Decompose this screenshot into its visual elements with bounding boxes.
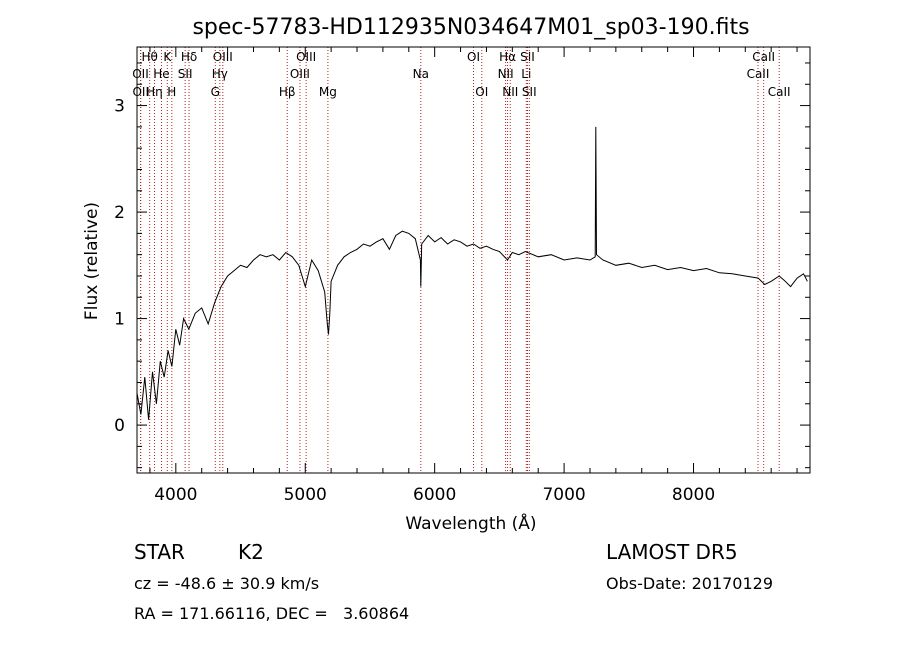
x-tick-label-5000: 5000 bbox=[284, 485, 327, 505]
line-marker-label-15: Mg bbox=[319, 85, 337, 99]
object-class: STAR bbox=[134, 540, 185, 564]
y-tick-label-1: 1 bbox=[114, 310, 125, 330]
line-marker-label-25: CaII bbox=[752, 50, 775, 64]
line-marker-label-10: Hγ bbox=[212, 67, 228, 81]
line-marker-label-17: OI bbox=[467, 50, 480, 64]
spectrum-line bbox=[136, 126, 808, 420]
x-axis-label: Wavelength (Å) bbox=[405, 512, 536, 534]
line-marker-label-26: CaII bbox=[747, 67, 770, 81]
redshift-text: cz = -48.6 ± 30.9 km/s bbox=[134, 574, 320, 593]
plot-frame bbox=[136, 46, 811, 474]
line-marker-label-5: Hη bbox=[146, 85, 163, 99]
survey-name: LAMOST DR5 bbox=[606, 540, 738, 564]
line-marker-label-6: H bbox=[167, 85, 176, 99]
y-tick-label-0: 0 bbox=[114, 416, 125, 436]
line-marker-label-22: Li bbox=[521, 67, 531, 81]
x-tick-label-8000: 8000 bbox=[672, 485, 715, 505]
y-axis-label: Flux (relative) bbox=[82, 202, 102, 320]
coordinates-text: RA = 171.66116, DEC = 3.60864 bbox=[134, 604, 410, 623]
y-tick-label-3: 3 bbox=[114, 97, 125, 117]
line-marker-label-18: OI bbox=[475, 85, 488, 99]
obs-date-text: Obs-Date: 20170129 bbox=[606, 574, 774, 593]
line-marker-label-12: OIII bbox=[296, 50, 316, 64]
line-marker-label-14: Hβ bbox=[279, 85, 296, 99]
line-marker-label-27: CaII bbox=[768, 85, 791, 99]
x-tick-label-6000: 6000 bbox=[413, 485, 456, 505]
x-tick-label-4000: 4000 bbox=[154, 485, 197, 505]
line-marker-label-21: NII bbox=[498, 67, 514, 81]
line-marker-label-8: SII bbox=[178, 67, 193, 81]
line-marker-label-9: OIII bbox=[213, 50, 233, 64]
y-tick-label-2: 2 bbox=[114, 203, 125, 223]
line-marker-label-24: SII bbox=[522, 85, 537, 99]
line-marker-label-16: Na bbox=[413, 67, 429, 81]
x-tick-label-7000: 7000 bbox=[542, 485, 585, 505]
object-subclass: K2 bbox=[238, 540, 264, 564]
line-marker-label-20: SII bbox=[520, 50, 535, 64]
chart-title: spec-57783-HD112935N034647M01_sp03-190.f… bbox=[192, 15, 749, 40]
line-marker-label-4: He bbox=[153, 67, 169, 81]
line-marker-label-13: OIII bbox=[290, 67, 310, 81]
line-marker-label-19: Hα bbox=[499, 50, 516, 64]
line-marker-label-0: Hθ bbox=[141, 50, 157, 64]
line-marker-label-23: NII bbox=[502, 85, 518, 99]
line-marker-label-3: K bbox=[163, 50, 172, 64]
line-marker-label-7: Hδ bbox=[181, 50, 197, 64]
line-marker-label-11: G bbox=[211, 85, 220, 99]
